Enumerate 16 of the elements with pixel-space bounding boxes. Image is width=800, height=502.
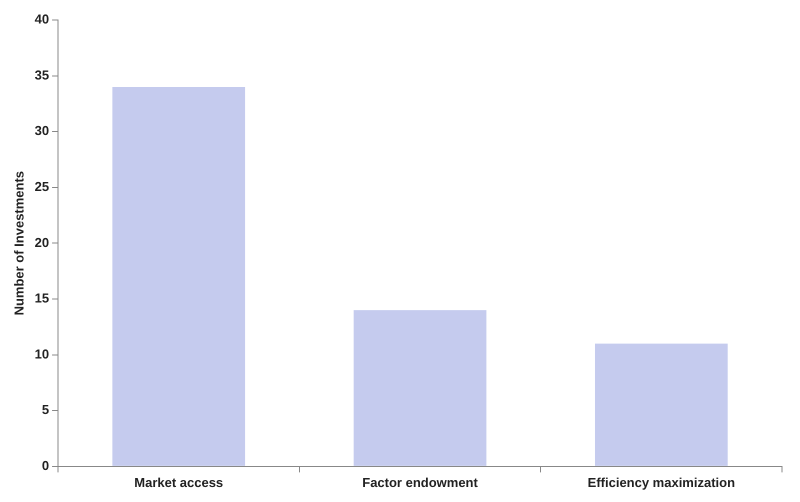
y-tick-label: 25 xyxy=(34,178,50,194)
y-tick-label: 35 xyxy=(34,67,50,82)
y-tick-label: 10 xyxy=(34,346,50,362)
y-tick-label: 20 xyxy=(34,234,50,250)
bar xyxy=(112,86,246,466)
y-tick-label: 0 xyxy=(42,458,50,473)
y-tick-label: 5 xyxy=(42,402,50,418)
y-axis-title: Number of Investments xyxy=(11,170,26,316)
x-tick-label: Efficiency maximization xyxy=(588,474,736,490)
y-tick-label: 15 xyxy=(34,290,50,306)
bar xyxy=(594,344,728,466)
x-tick-label: Factor endowment xyxy=(362,474,478,490)
y-tick-label: 30 xyxy=(34,123,50,138)
y-tick-label: 40 xyxy=(34,12,50,27)
x-tick-label: Market access xyxy=(134,474,224,490)
bar xyxy=(354,310,486,466)
